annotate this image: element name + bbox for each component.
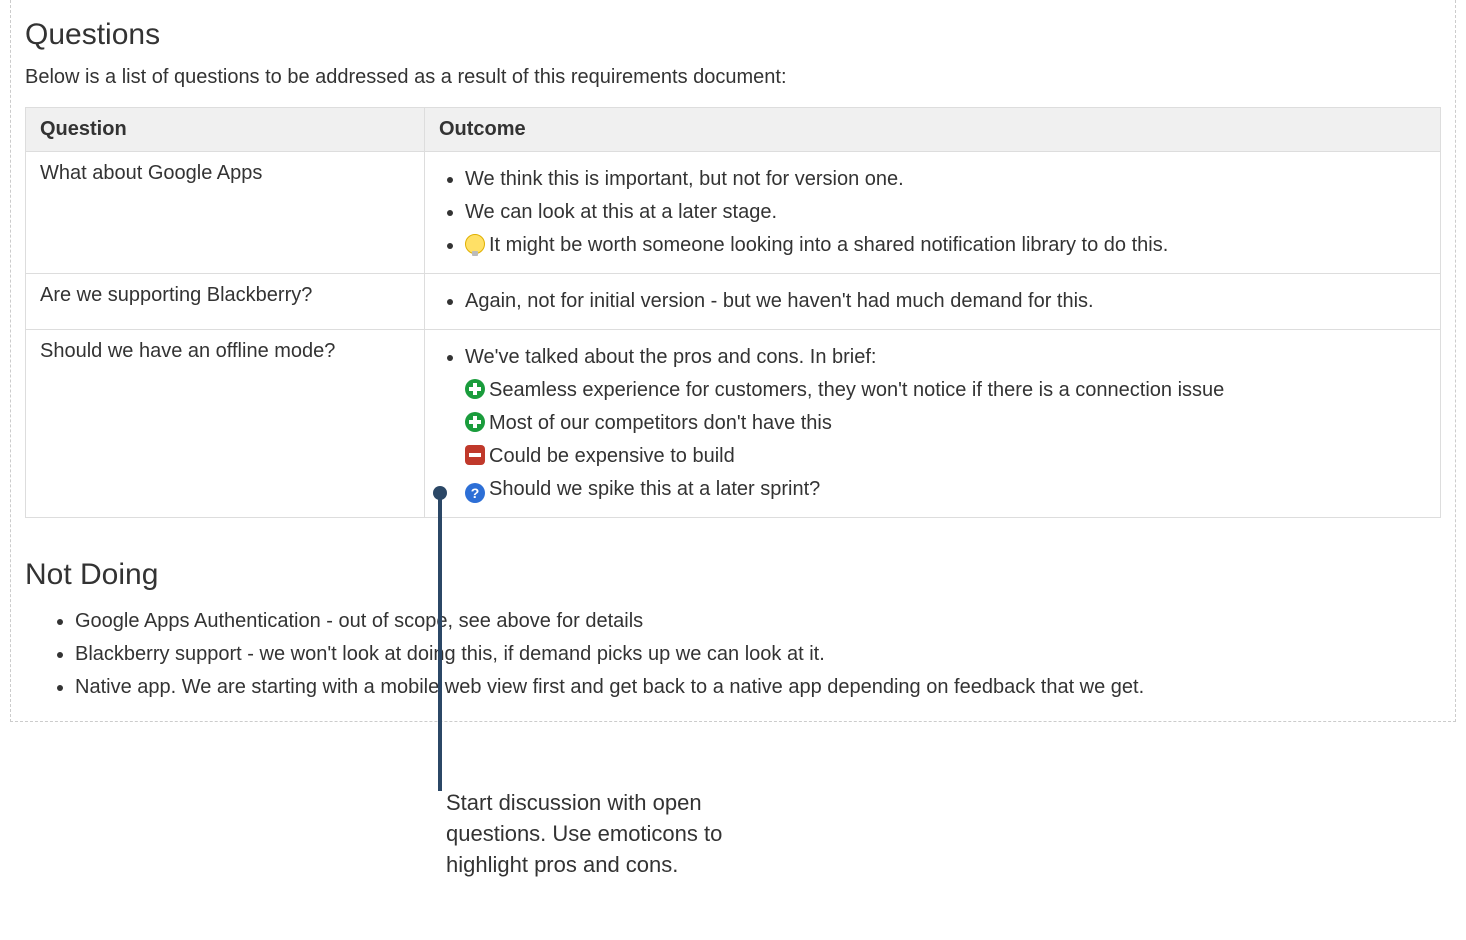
not-doing-title: Not Doing	[25, 558, 1441, 592]
questions-title: Questions	[25, 18, 1441, 52]
outcome-text: Seamless experience for customers, they …	[489, 379, 1224, 401]
question-cell: Are we supporting Blackberry?	[26, 274, 425, 330]
list-item: Native app. We are starting with a mobil…	[75, 672, 1441, 703]
outcome-text: Should we spike this at a later sprint?	[489, 478, 820, 500]
outcome-text: Could be expensive to build	[489, 445, 735, 467]
outcome-list: Again, not for initial version - but we …	[439, 286, 1426, 317]
outcome-cell: Again, not for initial version - but we …	[425, 274, 1441, 330]
col-header-question: Question	[26, 108, 425, 152]
outcome-text: We've talked about the pros and cons. In…	[465, 346, 876, 368]
outcome-list: We've talked about the pros and cons. In…	[439, 342, 1426, 505]
question-cell: What about Google Apps	[26, 152, 425, 274]
lightbulb-icon	[465, 234, 485, 254]
table-row: Are we supporting Blackberry? Again, not …	[26, 274, 1441, 330]
outcome-text: It might be worth someone looking into a…	[489, 234, 1168, 256]
questions-intro: Below is a list of questions to be addre…	[25, 66, 1441, 89]
outcome-item: Most of our competitors don't have this	[465, 408, 1426, 439]
outcome-text: We can look at this at a later stage.	[465, 201, 777, 223]
plus-icon	[465, 412, 485, 432]
table-row: What about Google Apps We think this is i…	[26, 152, 1441, 274]
outcome-text: Again, not for initial version - but we …	[465, 290, 1094, 312]
col-header-outcome: Outcome	[425, 108, 1441, 152]
outcome-list: We think this is important, but not for …	[439, 164, 1426, 261]
outcome-item: Should we spike this at a later sprint?	[465, 474, 1426, 505]
outcome-item: We think this is important, but not for …	[465, 164, 1426, 195]
list-item: Blackberry support - we won't look at do…	[75, 639, 1441, 670]
outcome-item: We've talked about the pros and cons. In…	[465, 342, 1426, 373]
outcome-item: It might be worth someone looking into a…	[465, 230, 1426, 261]
document-frame: Questions Below is a list of questions t…	[10, 0, 1456, 722]
minus-icon	[465, 445, 485, 465]
callout-text: Start discussion with open questions. Us…	[446, 788, 786, 880]
outcome-text: Most of our competitors don't have this	[489, 412, 832, 434]
outcome-text: We think this is important, but not for …	[465, 168, 904, 190]
outcome-item: We can look at this at a later stage.	[465, 197, 1426, 228]
question-cell: Should we have an offline mode?	[26, 330, 425, 518]
outcome-item: Could be expensive to build	[465, 441, 1426, 472]
outcome-cell: We've talked about the pros and cons. In…	[425, 330, 1441, 518]
outcome-item: Again, not for initial version - but we …	[465, 286, 1426, 317]
questions-table: Question Outcome What about Google AppsW…	[25, 107, 1441, 518]
outcome-item: Seamless experience for customers, they …	[465, 375, 1426, 406]
outcome-cell: We think this is important, but not for …	[425, 152, 1441, 274]
question-icon	[465, 483, 485, 503]
list-item: Google Apps Authentication - out of scop…	[75, 606, 1441, 637]
plus-icon	[465, 379, 485, 399]
table-row: Should we have an offline mode? We've tal…	[26, 330, 1441, 518]
not-doing-list: Google Apps Authentication - out of scop…	[25, 606, 1441, 703]
page: Questions Below is a list of questions t…	[0, 0, 1466, 752]
